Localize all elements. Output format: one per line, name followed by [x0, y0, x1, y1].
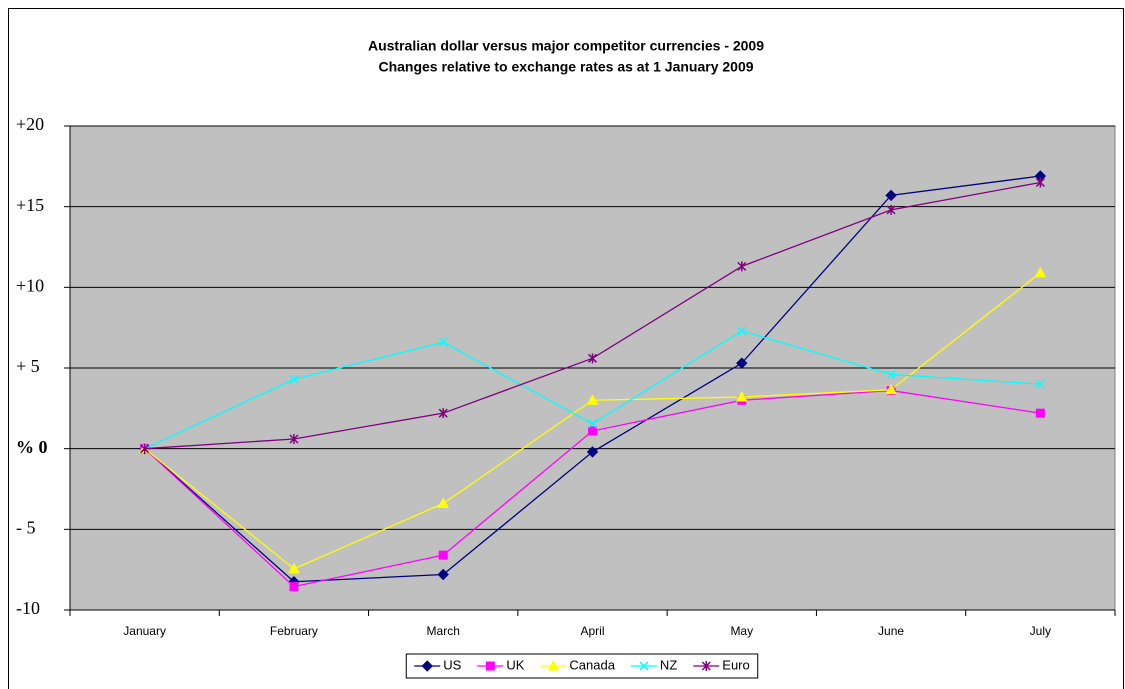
- y-tick-label: % 0: [16, 437, 48, 457]
- data-point: [289, 374, 299, 384]
- data-point: [437, 497, 450, 509]
- legend: US UK Canada NZ Euro: [414, 657, 750, 672]
- data-point: [586, 446, 599, 458]
- y-tick-label: -10: [16, 598, 40, 618]
- data-point: [587, 419, 598, 429]
- data-point: [586, 394, 599, 405]
- data-point: [140, 443, 150, 454]
- legend-label: US: [443, 657, 461, 672]
- data-point: [886, 204, 896, 215]
- data-point: [289, 582, 299, 592]
- data-point: [438, 408, 448, 419]
- chart-border: [8, 8, 1124, 689]
- legend-marker: [421, 660, 433, 672]
- chart-subtitle: Changes relative to exchange rates as at…: [378, 59, 753, 75]
- legend-marker: [547, 659, 560, 671]
- data-point: [1035, 408, 1045, 418]
- legend-marker: [639, 661, 649, 671]
- y-tick-label: + 5: [16, 356, 40, 376]
- legend-marker: [701, 661, 711, 671]
- data-point: [438, 550, 448, 560]
- x-tick-label: July: [1030, 624, 1051, 638]
- chart-title: Australian dollar versus major competito…: [368, 38, 764, 54]
- x-tick-label: May: [730, 624, 753, 638]
- data-point: [736, 357, 748, 369]
- data-point: [289, 433, 299, 444]
- legend-label: Canada: [569, 657, 615, 672]
- x-tick-label: April: [580, 624, 604, 638]
- data-point: [587, 353, 598, 364]
- data-point: [1034, 266, 1047, 278]
- data-point: [588, 426, 597, 436]
- data-point: [885, 189, 897, 202]
- y-tick-label: - 5: [16, 517, 36, 537]
- x-tick-label: February: [270, 624, 318, 638]
- data-point: [437, 568, 449, 581]
- x-tick-label: March: [427, 624, 460, 638]
- data-point: [1035, 379, 1045, 389]
- y-tick-label: +20: [16, 114, 44, 134]
- data-point: [885, 383, 897, 395]
- data-point: [737, 261, 747, 272]
- legend-label: NZ: [660, 657, 677, 672]
- data-point: [737, 326, 747, 336]
- y-tick-label: +10: [16, 275, 44, 295]
- legend-label: UK: [506, 657, 524, 672]
- data-point: [288, 562, 300, 574]
- data-point: [1035, 177, 1045, 188]
- y-tick-label: +15: [16, 195, 44, 215]
- data-point: [438, 337, 448, 347]
- data-point: [886, 369, 896, 379]
- legend-label: Euro: [722, 657, 749, 672]
- data-point: [735, 391, 748, 402]
- x-tick-label: June: [878, 624, 904, 638]
- x-tick-label: January: [123, 624, 166, 638]
- legend-marker: [485, 661, 495, 671]
